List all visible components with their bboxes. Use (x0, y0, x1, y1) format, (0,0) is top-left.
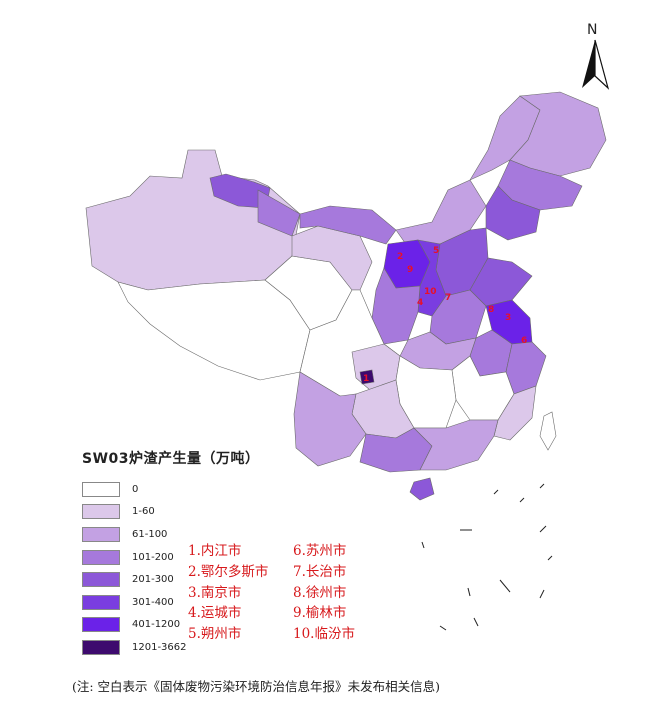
legend-item: 401-1200 (82, 614, 272, 637)
legend-item: 61-100 (82, 523, 272, 546)
legend-swatch (82, 617, 120, 633)
city-item: 4.运城市 (188, 605, 242, 622)
south-china-sea-islands (421, 483, 553, 631)
legend-item: 1-60 (82, 501, 272, 524)
region-inner-mongolia-west (299, 205, 397, 245)
legend-label: 1201-3662 (132, 641, 187, 653)
city-marker: 4 (417, 298, 423, 308)
city-marker: 3 (505, 313, 511, 323)
legend-swatch (82, 549, 120, 565)
city-marker: 8 (488, 305, 494, 315)
north-label: N (587, 22, 598, 38)
city-column-left: 1.内江市 2.鄂尔多斯市 3.南京市 4.运城市 5.朔州市 (188, 541, 293, 645)
legend-swatch (82, 481, 120, 497)
city-marker: 1 (363, 374, 369, 384)
legend-swatch (82, 594, 120, 610)
region-taiwan (539, 411, 557, 451)
city-marker: 7 (445, 293, 451, 303)
city-item: 6.苏州市 (293, 543, 347, 559)
city-marker: 5 (433, 246, 439, 256)
legend-item: 1201-3662 (82, 636, 272, 659)
legend-item: 201-300 (82, 568, 272, 591)
city-item: 1.内江市 (188, 543, 242, 559)
legend-label: 61-100 (132, 528, 168, 540)
city-item: 3.南京市 (188, 584, 242, 601)
legend-label: 0 (132, 483, 139, 495)
legend-swatch (82, 572, 120, 588)
region-neijiang (359, 369, 375, 385)
city-column-right: 6.苏州市 7.长治市 8.徐州市 9.榆林市 10.临汾市 (293, 541, 398, 645)
city-item: 10.临汾市 (293, 626, 355, 643)
city-item: 8.徐州市 (293, 584, 347, 601)
footnote: (注: 空白表示《固体废物污染环境防治信息年报》未发布相关信息) (72, 679, 440, 694)
legend-label: 201-300 (132, 574, 174, 586)
city-marker: 6 (521, 336, 527, 346)
legend-label: 401-1200 (132, 619, 181, 631)
legend: SW03炉渣产生量（万吨） 0 1-60 61-100 101-200 201-300 3… (82, 448, 272, 659)
region-guangdong (413, 419, 499, 471)
region-liaoning (485, 185, 541, 241)
city-marker: 10 (424, 287, 437, 297)
legend-swatch (82, 639, 120, 655)
city-item: 9.榆林市 (293, 605, 347, 622)
legend-swatch (82, 526, 120, 542)
city-item: 7.长治市 (293, 563, 347, 580)
legend-item: 101-200 (82, 546, 272, 569)
city-item: 2.鄂尔多斯市 (188, 563, 269, 580)
legend-item: 301-400 (82, 591, 272, 614)
city-item: 5.朔州市 (188, 626, 242, 643)
legend-label: 1-60 (132, 506, 155, 518)
region-zhejiang (505, 341, 547, 395)
legend-title: SW03炉渣产生量（万吨） (82, 451, 260, 467)
north-arrow-icon (582, 39, 610, 90)
legend-swatch (82, 504, 120, 520)
legend-item: 0 (82, 478, 272, 501)
region-yunnan (293, 371, 367, 467)
legend-label: 101-200 (132, 551, 174, 563)
city-marker: 9 (407, 265, 413, 275)
region-hainan (409, 477, 435, 501)
city-marker: 2 (397, 252, 403, 262)
legend-label: 301-400 (132, 596, 174, 608)
region-tibet (117, 279, 311, 381)
city-list: 1.内江市 2.鄂尔多斯市 3.南京市 4.运城市 5.朔州市 6.苏州市 7.… (188, 541, 398, 645)
